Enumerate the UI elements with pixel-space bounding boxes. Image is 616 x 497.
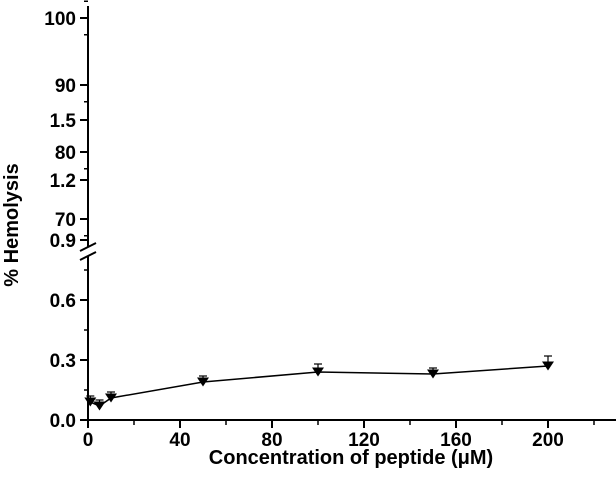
y-tick-label: 1.2 — [50, 171, 76, 192]
data-point — [197, 377, 209, 387]
y-tick-label: 0.3 — [50, 351, 76, 372]
data-point — [84, 397, 97, 407]
x-axis-title: Concentration of peptide (μM) — [209, 447, 493, 469]
y-tick-label: 1.5 — [50, 111, 77, 132]
y-tick-label: 80 — [55, 143, 76, 164]
y-tick-label: 0.6 — [50, 291, 76, 312]
y-tick-label: 100 — [44, 9, 76, 30]
data-point — [312, 367, 324, 377]
series — [84, 355, 554, 411]
ticks: 70 80 90 100 0.0 0.3 0.6 0.9 1.2 1.5 0 40 80 120 160 20… — [44, 0, 595, 451]
y-tick-label: 0.0 — [50, 411, 76, 432]
data-point — [93, 401, 106, 411]
x-tick-label: 120 — [348, 430, 380, 451]
y-tick-label: 70 — [55, 210, 76, 231]
data-point — [542, 361, 554, 371]
x-tick-label: 80 — [261, 430, 282, 451]
y-axis-title: % Hemolysis — [1, 163, 23, 286]
data-point — [427, 369, 439, 379]
axes — [79, 6, 616, 421]
axis-break-mark — [79, 251, 97, 261]
x-tick-label: 160 — [440, 430, 472, 451]
x-tick-label: 0 — [83, 430, 94, 451]
y-tick-label: 90 — [55, 76, 76, 97]
axis-break-mark — [79, 242, 97, 252]
x-tick-label: 40 — [169, 430, 190, 451]
data-point — [105, 393, 117, 403]
x-tick-label: 200 — [532, 430, 564, 451]
y-tick-label: 0.9 — [50, 231, 76, 252]
